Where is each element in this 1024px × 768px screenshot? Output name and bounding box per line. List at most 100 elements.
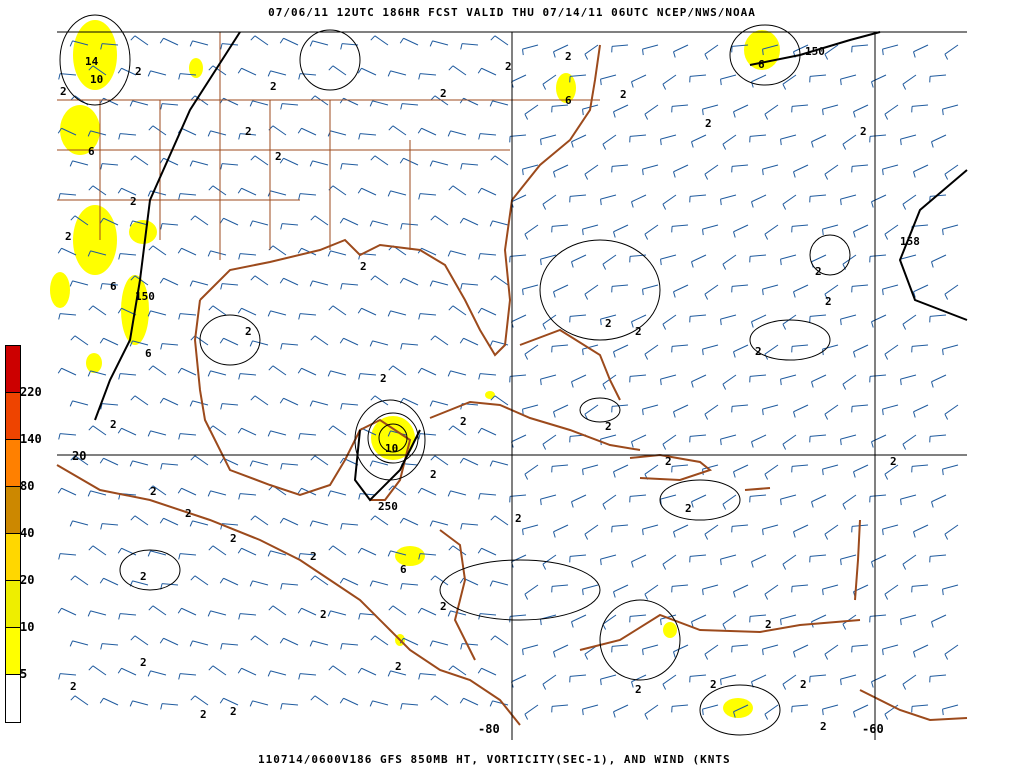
wind-barb xyxy=(310,695,329,706)
wind-barb xyxy=(822,104,839,116)
contour-label: 2 xyxy=(890,455,897,468)
contour-label: 2 xyxy=(60,85,67,98)
wind-barb xyxy=(430,215,449,226)
wind-barb xyxy=(70,695,89,706)
contour-label: 2 xyxy=(230,532,237,545)
wind-barb xyxy=(871,74,887,88)
wind-barb xyxy=(87,250,107,257)
wind-barb xyxy=(177,367,197,376)
height-contour xyxy=(898,169,968,321)
contour-label: 2 xyxy=(765,618,772,631)
wind-barb xyxy=(70,575,89,586)
wind-barb xyxy=(429,640,449,647)
wind-barb xyxy=(613,584,629,598)
wind-barb xyxy=(542,314,557,330)
wind-barb xyxy=(159,157,179,166)
wind-barb xyxy=(58,433,77,440)
wind-barb xyxy=(417,127,437,136)
wind-barb xyxy=(913,524,929,538)
contour-label: 6 xyxy=(145,347,152,360)
wind-barb xyxy=(853,464,869,478)
contour-label: 2 xyxy=(395,660,402,673)
wind-barb xyxy=(751,434,767,448)
wind-barb xyxy=(542,194,557,210)
contour-line xyxy=(199,314,261,366)
wind-barb xyxy=(238,133,257,140)
wind-barb xyxy=(88,665,107,676)
contour-label: 150 xyxy=(135,290,155,303)
wind-barb xyxy=(418,73,437,80)
wind-barb xyxy=(309,640,329,647)
wind-barb xyxy=(477,307,497,316)
wind-barb xyxy=(944,524,959,540)
wind-barb xyxy=(268,365,287,376)
wind-barb xyxy=(387,70,407,77)
wind-barb xyxy=(809,674,827,683)
wind-barb xyxy=(357,187,377,196)
wind-barb xyxy=(764,344,779,360)
vorticity-area xyxy=(73,205,117,275)
wind-barb xyxy=(551,224,569,233)
wind-barb xyxy=(387,190,407,197)
wind-barb xyxy=(178,73,197,80)
wind-barb xyxy=(584,524,599,540)
wind-barb xyxy=(130,155,149,166)
wind-barb xyxy=(478,373,497,380)
wind-barb xyxy=(370,155,389,166)
wind-barb xyxy=(418,313,437,320)
wind-barb xyxy=(942,584,959,596)
wind-barb xyxy=(69,280,89,287)
wind-barb xyxy=(417,367,437,376)
wind-barb xyxy=(178,553,197,560)
wind-barb xyxy=(522,644,539,656)
wind-barb xyxy=(219,337,239,346)
wind-barb xyxy=(490,395,509,406)
wind-barb xyxy=(644,104,659,120)
wind-barb xyxy=(551,584,569,593)
wind-barb xyxy=(662,554,677,570)
contour-label: 2 xyxy=(460,415,467,428)
contour-label: 6 xyxy=(110,280,117,293)
wind-barb xyxy=(642,644,659,656)
wind-barb xyxy=(824,44,839,60)
wind-barb xyxy=(207,370,227,377)
wind-barb xyxy=(189,520,209,527)
wind-barb xyxy=(190,335,209,346)
contour-label: 2 xyxy=(245,125,252,138)
wind-barb xyxy=(298,433,317,440)
wind-barb xyxy=(460,283,479,290)
wind-barb xyxy=(584,44,599,60)
wind-barb xyxy=(340,523,359,530)
contour-label: 2 xyxy=(605,420,612,433)
wind-barb xyxy=(189,400,209,407)
wind-barb xyxy=(160,463,179,470)
wind-barb xyxy=(629,374,647,383)
wind-barb xyxy=(267,670,287,677)
wind-barb xyxy=(429,160,449,167)
wind-barb xyxy=(871,314,887,328)
wind-barb xyxy=(370,635,389,646)
contour-label: 2 xyxy=(245,325,252,338)
grid-label-60w: -60 xyxy=(862,722,884,736)
wind-barb xyxy=(702,704,719,716)
wind-barb xyxy=(613,104,629,118)
wind-barb xyxy=(631,554,647,568)
coastline xyxy=(429,400,641,451)
wind-barb xyxy=(328,305,347,316)
wind-barb xyxy=(399,277,419,286)
wind-barb xyxy=(793,524,809,538)
wind-barb xyxy=(662,674,677,690)
wind-barb xyxy=(722,614,737,630)
wind-barb xyxy=(673,164,689,178)
wind-barb xyxy=(237,187,257,196)
wind-barb xyxy=(551,704,569,713)
wind-barb xyxy=(582,344,599,356)
wind-barb xyxy=(147,430,167,437)
wind-barb xyxy=(824,524,839,540)
wind-barb xyxy=(762,164,779,176)
wind-barb xyxy=(571,254,587,268)
vorticity-area xyxy=(556,73,576,103)
coastline xyxy=(579,613,861,651)
contour-labels: 2 2 2 2 2 2 2 2 2 2 2 2 2 2 2 2 2 2 2 2 2 2 2 2 2 2 2 2 2 2 2 2 2 2 2 2 2 2 2 2… xyxy=(60,45,920,733)
contour-label: 6 xyxy=(758,58,765,71)
